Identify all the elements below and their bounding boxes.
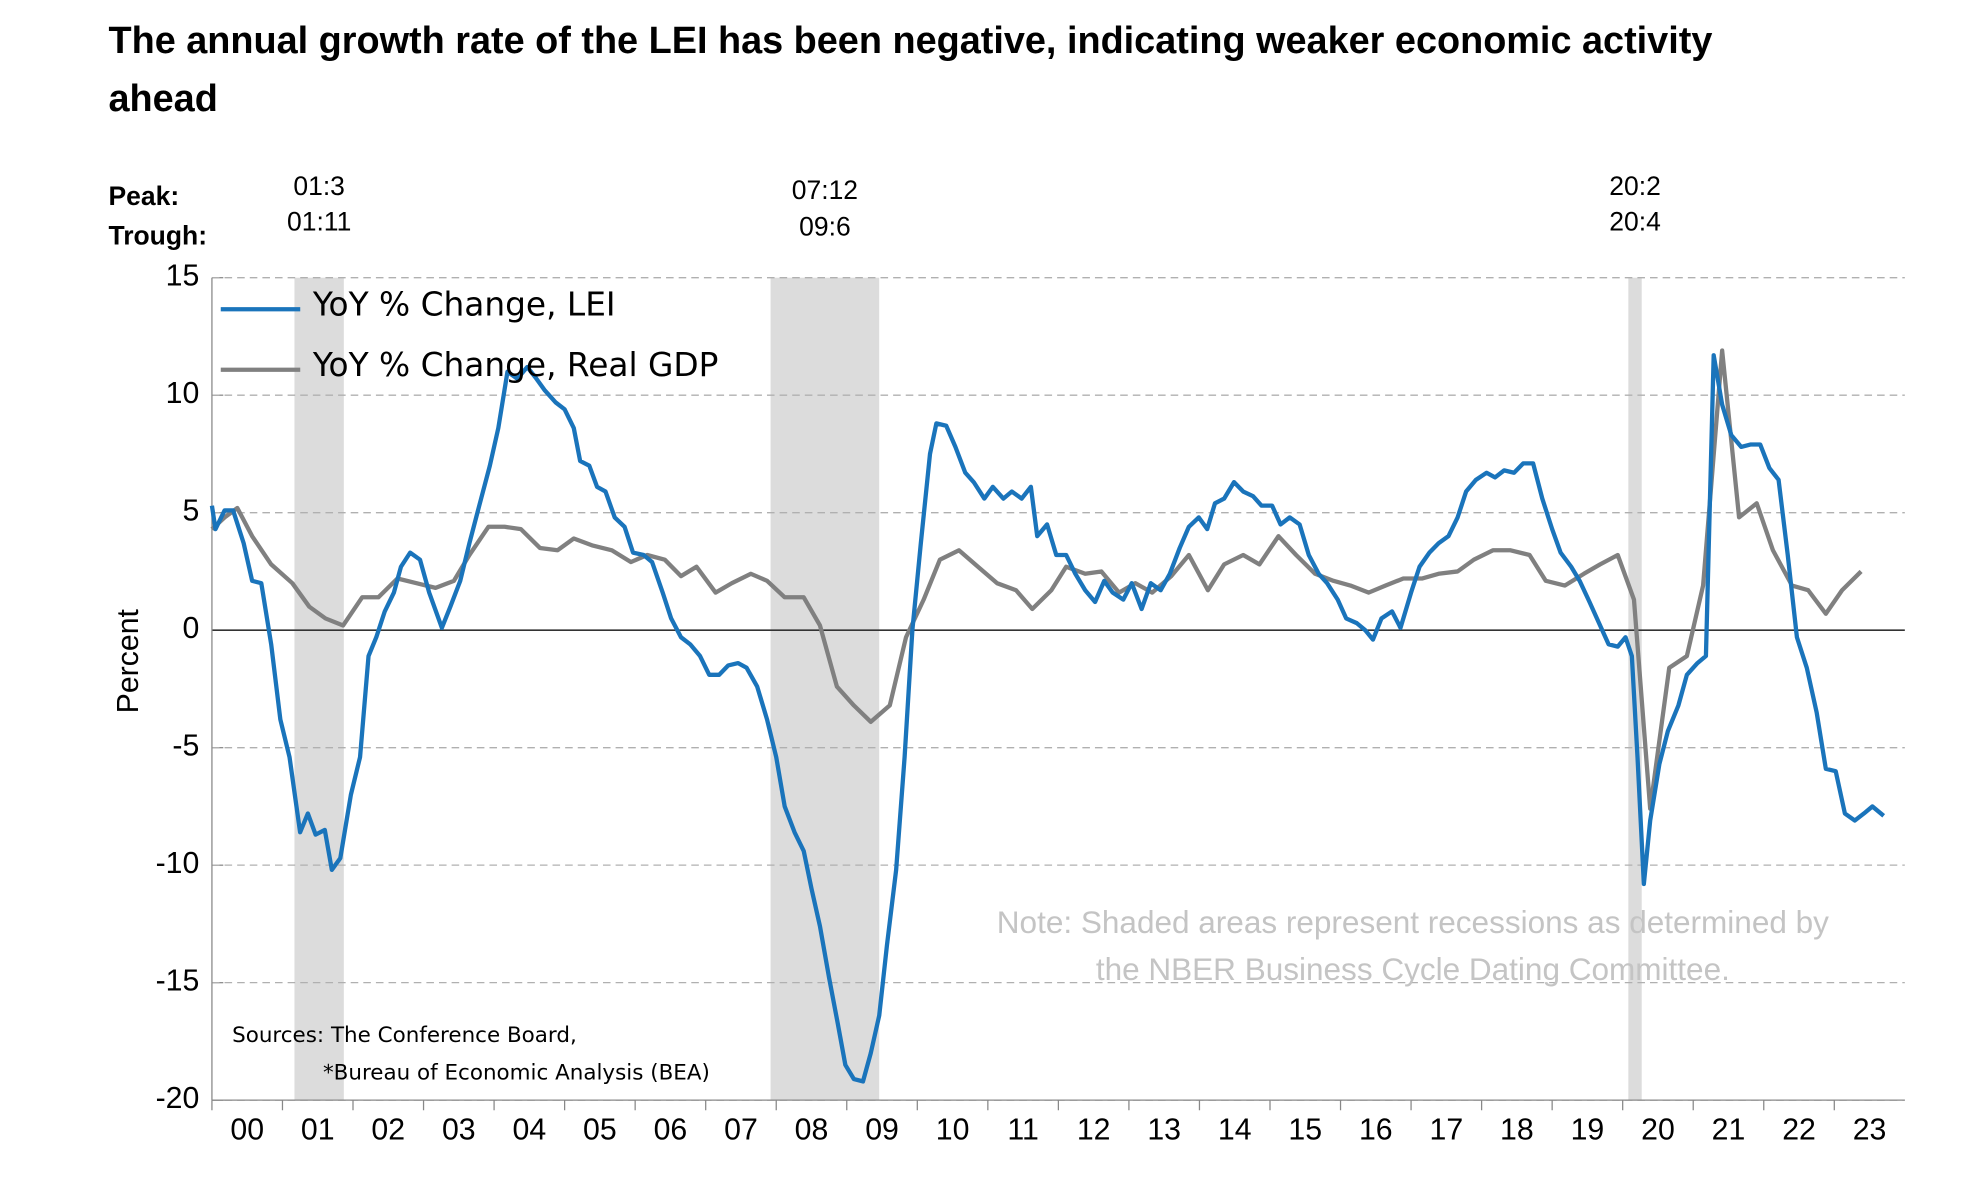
y-tick-label: 0 — [182, 612, 199, 645]
x-tick-label: 09 — [865, 1114, 899, 1147]
y-tick-label: -20 — [156, 1082, 200, 1115]
source: Sources: The Conference Board, — [232, 1023, 577, 1048]
x-tick-label: 10 — [936, 1114, 970, 1147]
recession-band — [770, 277, 880, 1101]
recession-peak: 01:3 — [293, 171, 345, 201]
y-tick-label: -10 — [156, 847, 200, 880]
y-tick-label: -15 — [156, 965, 200, 998]
x-tick-label: 23 — [1853, 1114, 1887, 1147]
x-tick-label: 13 — [1147, 1114, 1181, 1147]
x-tick-label: 03 — [442, 1114, 476, 1147]
recession-peak: 07:12 — [792, 175, 858, 205]
note: Note: Shaded areas represent recessions … — [997, 904, 1829, 940]
y-tick-label: 5 — [182, 495, 199, 528]
recession-trough: 09:6 — [799, 211, 851, 241]
trough-header: Trough: — [108, 220, 207, 250]
recession-trough: 01:11 — [287, 206, 351, 236]
x-tick-label: 07 — [724, 1114, 758, 1147]
recession-peak: 20:2 — [1609, 171, 1661, 201]
x-tick-label: 16 — [1359, 1114, 1393, 1147]
note: the NBER Business Cycle Dating Committee… — [1096, 951, 1730, 987]
x-tick-label: 08 — [795, 1114, 829, 1147]
x-tick-label: 01 — [301, 1114, 335, 1147]
x-tick-label: 17 — [1430, 1114, 1464, 1147]
y-tick-label: -5 — [172, 730, 199, 763]
x-tick-label: 21 — [1712, 1114, 1746, 1147]
x-tick-label: 12 — [1077, 1114, 1111, 1147]
legend-label: YoY % Change, LEI — [312, 286, 616, 324]
x-tick-label: 18 — [1500, 1114, 1534, 1147]
x-tick-label: 06 — [654, 1114, 688, 1147]
recession-trough: 20:4 — [1609, 206, 1661, 236]
recession-band — [294, 277, 344, 1101]
peak-header: Peak: — [108, 181, 179, 211]
x-tick-label: 11 — [1007, 1114, 1038, 1147]
x-tick-label: 04 — [513, 1114, 547, 1147]
y-axis-label: Percent — [112, 608, 145, 713]
x-tick-label: 14 — [1218, 1114, 1252, 1147]
series-line — [209, 353, 1886, 1084]
source: *Bureau of Economic Analysis (BEA) — [323, 1061, 710, 1086]
legend-label: YoY % Change, Real GDP — [312, 346, 719, 384]
x-tick-label: 15 — [1288, 1114, 1322, 1147]
x-tick-label: 20 — [1641, 1114, 1675, 1147]
chart-title: ahead — [108, 78, 217, 120]
series-line — [210, 348, 1863, 811]
x-tick-label: 00 — [230, 1114, 264, 1147]
chart-title: The annual growth rate of the LEI has be… — [108, 20, 1712, 62]
x-tick-label: 22 — [1782, 1114, 1816, 1147]
x-tick-label: 05 — [583, 1114, 617, 1147]
y-tick-label: 15 — [166, 260, 200, 293]
y-tick-label: 10 — [166, 377, 200, 410]
x-tick-label: 19 — [1571, 1114, 1605, 1147]
x-tick-label: 02 — [371, 1114, 405, 1147]
